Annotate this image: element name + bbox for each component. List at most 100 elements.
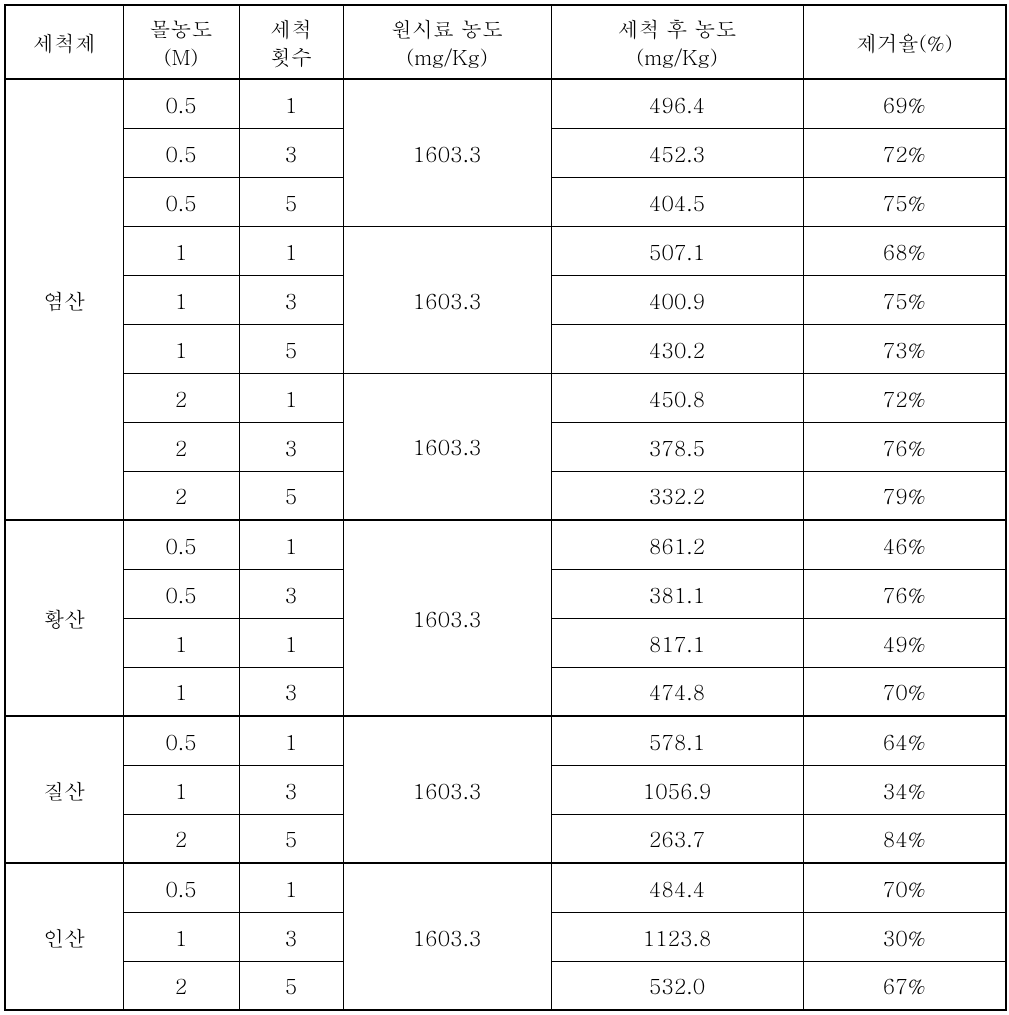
cell-times: 5 bbox=[239, 814, 343, 863]
cell-times: 1 bbox=[239, 618, 343, 667]
table-row: 황산 0.5 1 1603.3 861.2 46% bbox=[5, 520, 1006, 569]
col-mol-l2: (M) bbox=[124, 42, 239, 70]
cell-times: 1 bbox=[239, 79, 343, 128]
cell-mol: 0.5 bbox=[123, 569, 239, 618]
cell-times: 1 bbox=[239, 863, 343, 912]
cell-mol: 1 bbox=[123, 275, 239, 324]
cell-times: 5 bbox=[239, 471, 343, 520]
cell-washer: 염산 bbox=[5, 79, 123, 520]
cell-times: 3 bbox=[239, 765, 343, 814]
cell-orig: 1603.3 bbox=[343, 226, 551, 373]
cell-after: 1123.8 bbox=[551, 912, 803, 961]
cell-mol: 1 bbox=[123, 618, 239, 667]
cell-after: 496.4 bbox=[551, 79, 803, 128]
cell-washer: 황산 bbox=[5, 520, 123, 716]
cell-after: 381.1 bbox=[551, 569, 803, 618]
cell-after: 404.5 bbox=[551, 177, 803, 226]
cell-mol: 2 bbox=[123, 814, 239, 863]
cell-times: 1 bbox=[239, 226, 343, 275]
cell-after: 507.1 bbox=[551, 226, 803, 275]
cell-washer: 질산 bbox=[5, 716, 123, 863]
col-orig-l2: (mg/Kg) bbox=[344, 42, 551, 70]
cell-orig: 1603.3 bbox=[343, 520, 551, 716]
cell-times: 3 bbox=[239, 912, 343, 961]
cell-removal: 84% bbox=[803, 814, 1006, 863]
cell-mol: 0.5 bbox=[123, 79, 239, 128]
cell-after: 430.2 bbox=[551, 324, 803, 373]
cell-removal: 64% bbox=[803, 716, 1006, 765]
col-times-l1: 세척 bbox=[240, 14, 343, 42]
col-orig: 원시료 농도 (mg/Kg) bbox=[343, 5, 551, 79]
cell-mol: 1 bbox=[123, 765, 239, 814]
col-after: 세척 후 농도 (mg/Kg) bbox=[551, 5, 803, 79]
cell-times: 3 bbox=[239, 422, 343, 471]
col-after-l1: 세척 후 농도 bbox=[552, 14, 803, 42]
cell-removal: 49% bbox=[803, 618, 1006, 667]
cell-after: 450.8 bbox=[551, 373, 803, 422]
cell-after: 332.2 bbox=[551, 471, 803, 520]
table-row: 질산 0.5 1 1603.3 578.1 64% bbox=[5, 716, 1006, 765]
table-row: 인산 0.5 1 1603.3 484.4 70% bbox=[5, 863, 1006, 912]
cell-after: 817.1 bbox=[551, 618, 803, 667]
col-removal: 제거율(%) bbox=[803, 5, 1006, 79]
cell-times: 3 bbox=[239, 569, 343, 618]
header-row: 세척제 몰농도 (M) 세척 횟수 원시료 농도 (mg/Kg) 세척 후 농도… bbox=[5, 5, 1006, 79]
cell-mol: 1 bbox=[123, 912, 239, 961]
col-after-l2: (mg/Kg) bbox=[552, 42, 803, 70]
cell-mol: 0.5 bbox=[123, 520, 239, 569]
cell-mol: 1 bbox=[123, 324, 239, 373]
cell-after: 1056.9 bbox=[551, 765, 803, 814]
table-body: 염산 0.5 1 1603.3 496.4 69% 0.5 3 452.3 72… bbox=[5, 79, 1006, 1010]
cell-removal: 76% bbox=[803, 422, 1006, 471]
cell-times: 5 bbox=[239, 177, 343, 226]
cell-after: 861.2 bbox=[551, 520, 803, 569]
col-orig-l1: 원시료 농도 bbox=[344, 14, 551, 42]
cell-removal: 70% bbox=[803, 667, 1006, 716]
cell-removal: 75% bbox=[803, 275, 1006, 324]
data-table: 세척제 몰농도 (M) 세척 횟수 원시료 농도 (mg/Kg) 세척 후 농도… bbox=[4, 4, 1007, 1011]
cell-removal: 67% bbox=[803, 961, 1006, 1010]
cell-times: 5 bbox=[239, 961, 343, 1010]
cell-removal: 73% bbox=[803, 324, 1006, 373]
cell-removal: 79% bbox=[803, 471, 1006, 520]
cell-after: 263.7 bbox=[551, 814, 803, 863]
cell-after: 400.9 bbox=[551, 275, 803, 324]
table-row: 1 1 1603.3 507.1 68% bbox=[5, 226, 1006, 275]
cell-times: 1 bbox=[239, 716, 343, 765]
cell-orig: 1603.3 bbox=[343, 373, 551, 520]
cell-removal: 46% bbox=[803, 520, 1006, 569]
cell-mol: 1 bbox=[123, 667, 239, 716]
cell-mol: 2 bbox=[123, 373, 239, 422]
cell-removal: 72% bbox=[803, 373, 1006, 422]
cell-mol: 0.5 bbox=[123, 128, 239, 177]
cell-removal: 72% bbox=[803, 128, 1006, 177]
cell-removal: 76% bbox=[803, 569, 1006, 618]
col-times: 세척 횟수 bbox=[239, 5, 343, 79]
cell-removal: 30% bbox=[803, 912, 1006, 961]
cell-times: 3 bbox=[239, 667, 343, 716]
cell-after: 484.4 bbox=[551, 863, 803, 912]
cell-mol: 0.5 bbox=[123, 716, 239, 765]
col-times-l2: 횟수 bbox=[240, 42, 343, 70]
cell-after: 474.8 bbox=[551, 667, 803, 716]
cell-times: 5 bbox=[239, 324, 343, 373]
cell-removal: 70% bbox=[803, 863, 1006, 912]
col-mol-l1: 몰농도 bbox=[124, 14, 239, 42]
cell-removal: 34% bbox=[803, 765, 1006, 814]
cell-removal: 68% bbox=[803, 226, 1006, 275]
table-row: 2 1 1603.3 450.8 72% bbox=[5, 373, 1006, 422]
cell-orig: 1603.3 bbox=[343, 716, 551, 863]
cell-mol: 1 bbox=[123, 226, 239, 275]
cell-mol: 2 bbox=[123, 961, 239, 1010]
cell-mol: 2 bbox=[123, 471, 239, 520]
cell-after: 378.5 bbox=[551, 422, 803, 471]
cell-times: 1 bbox=[239, 520, 343, 569]
table-row: 염산 0.5 1 1603.3 496.4 69% bbox=[5, 79, 1006, 128]
cell-mol: 0.5 bbox=[123, 863, 239, 912]
cell-removal: 75% bbox=[803, 177, 1006, 226]
cell-after: 578.1 bbox=[551, 716, 803, 765]
cell-orig: 1603.3 bbox=[343, 79, 551, 226]
col-mol: 몰농도 (M) bbox=[123, 5, 239, 79]
cell-mol: 0.5 bbox=[123, 177, 239, 226]
cell-washer: 인산 bbox=[5, 863, 123, 1010]
